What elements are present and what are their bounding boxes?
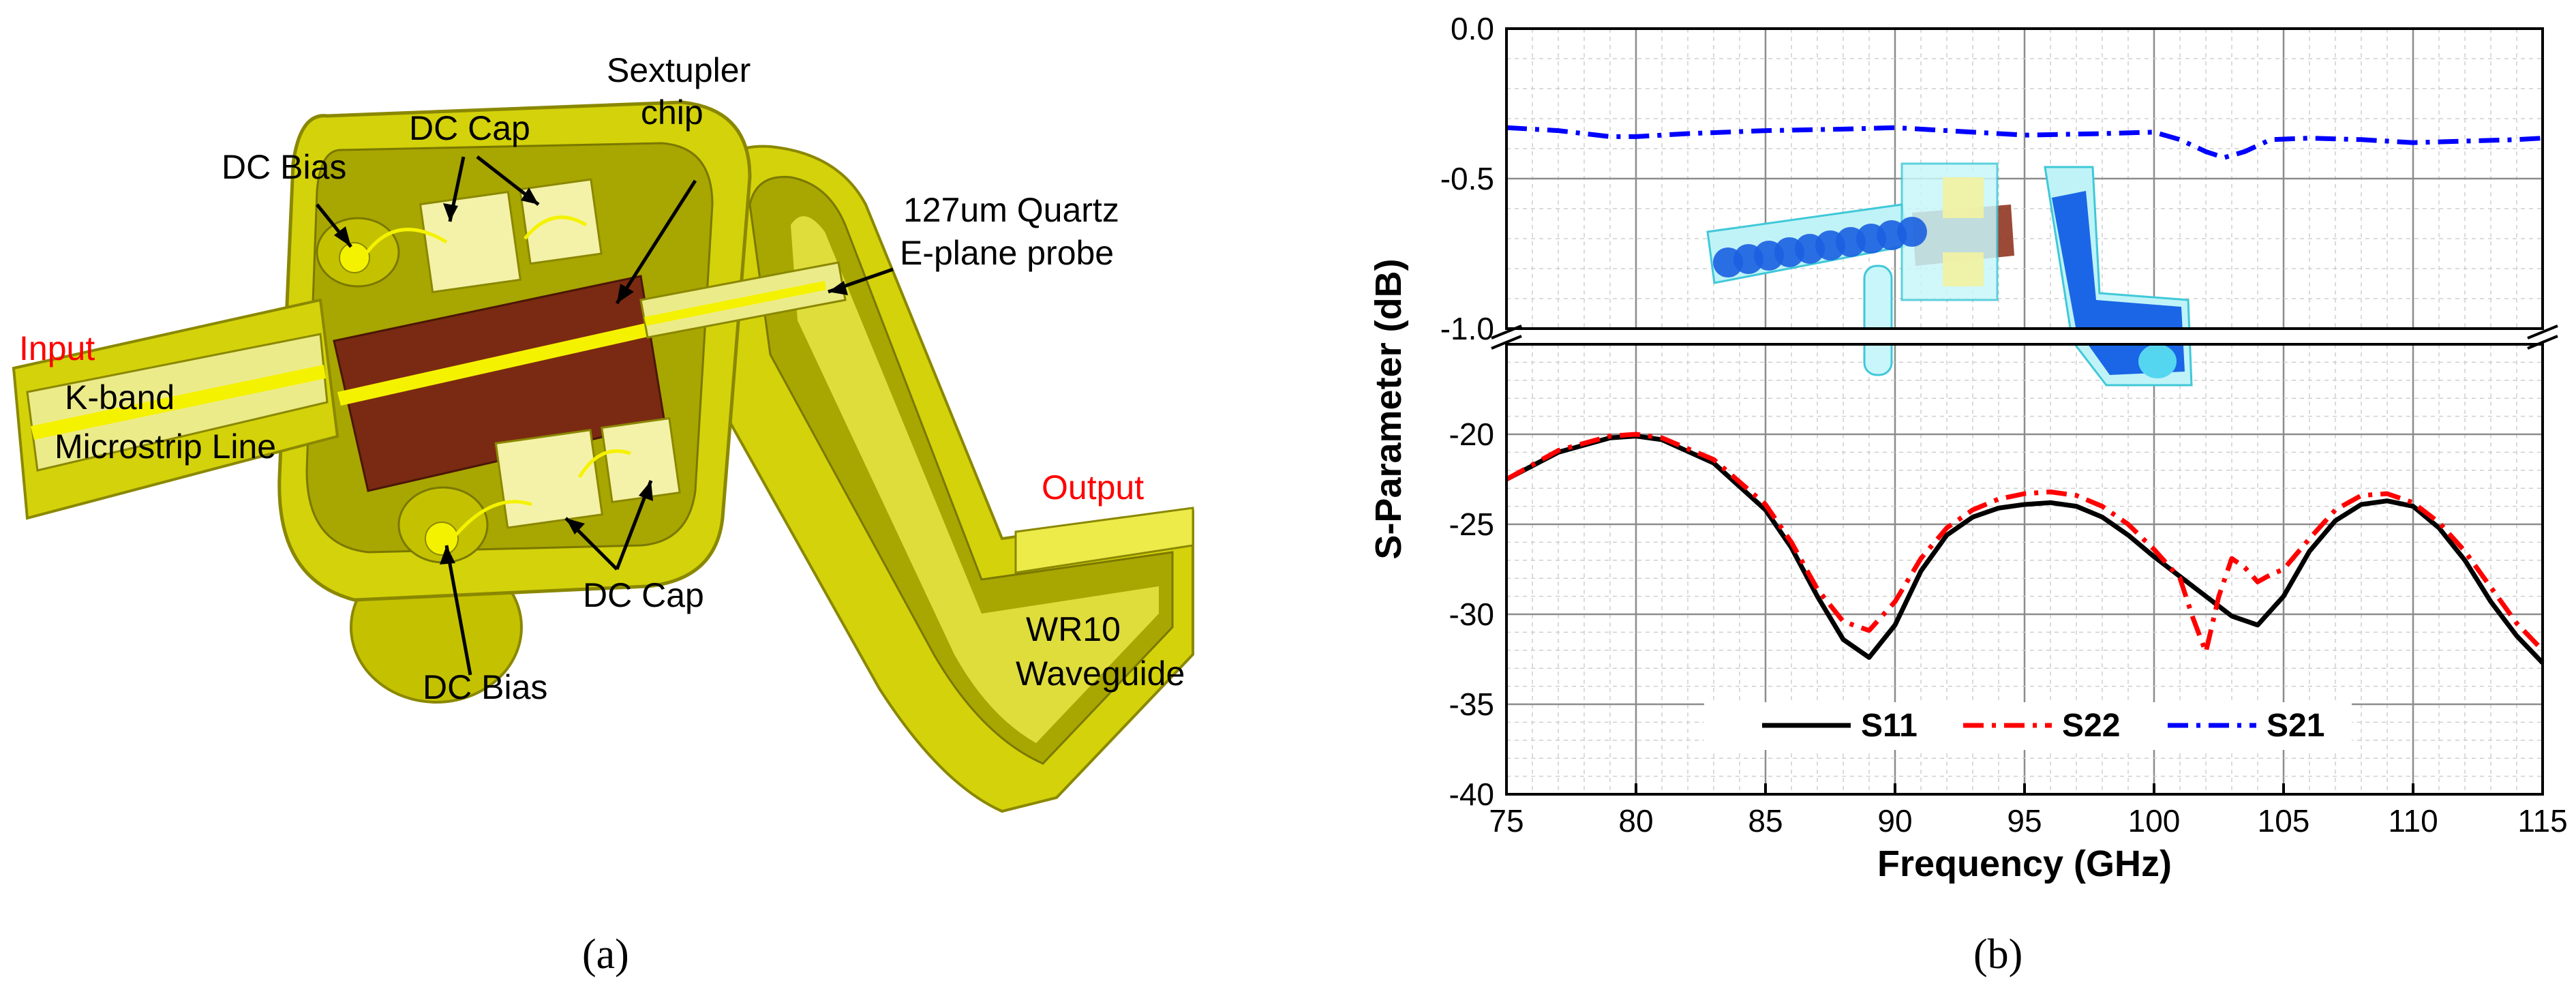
caption-b: (b) [1973,931,2022,978]
caption-a: (a) [582,931,629,978]
dc-bias-top-pin [339,242,370,273]
y-tick-label: -0.5 [1440,161,1494,196]
x-tick-label: 95 [2007,803,2042,839]
inset-sphere [1897,217,1927,247]
ticks-layer: 75 80 85 90 95 100 105 110 115 0.0 -0.5 -1.0 -20 -25 -… [1440,11,2568,839]
label-dc-cap-bottom: DC Cap [583,576,704,614]
series-layer [1505,125,2545,665]
label-dc-bias-bottom: DC Bias [423,668,547,706]
legend: S11 S22 S21 [1704,702,2352,750]
label-dc-bias-top: DC Bias [222,148,346,186]
y-tick-label: -25 [1449,507,1494,542]
y-tick-label: -1.0 [1440,311,1494,346]
waveguide-end-flange [1014,507,1194,574]
y-tick-label: 0.0 [1451,11,1494,46]
x-tick-label: 85 [1748,803,1783,839]
axis-break-mark [2527,335,2558,350]
axes-layer [1479,27,2570,796]
dc-bias-bottom-pin [425,522,459,556]
arrow-heads [334,187,848,564]
x-tick-label: 80 [1618,803,1653,839]
x-tick-label: 115 [2517,803,2567,839]
bond-wire [577,449,631,479]
legend-label-s22: S22 [2062,708,2120,744]
y-tick-label: -40 [1449,777,1494,812]
label-kband: K-band [65,378,175,417]
axis-break-mark [1491,335,1522,350]
x-tick-label: 90 [1877,803,1912,839]
legend-label-s11: S11 [1861,708,1918,744]
x-tick-label: 75 [1489,803,1524,839]
inset-port [2138,344,2177,378]
panel-b-chart: 75 80 85 90 95 100 105 110 115 0.0 -0.5 -1.0 -20 -25 -… [1368,11,2570,978]
axis-break-gap [1479,330,2570,343]
y-tick-label: -20 [1449,417,1494,452]
label-chip: chip [641,93,703,132]
x-tick-label: 105 [2258,803,2310,839]
y-tick-label: -30 [1449,597,1494,632]
bond-wire [363,228,448,257]
label-quartz: 127um Quartz [903,191,1119,229]
series-line-s22 [1505,432,2545,654]
inset-cap-yellow [1943,177,1984,218]
panel-a-3d-model: Input Output DC Bias DC Cap Sextupler ch… [12,51,1194,978]
label-dc-cap-top: DC Cap [409,109,530,147]
label-input: Input [19,329,95,367]
inset-field-spheres [1713,217,1927,277]
series-line-s11 [1505,434,2545,665]
axis-break-mark [1491,325,1522,340]
dc-cap-bottom-1 [494,429,604,529]
series-line-s21 [1506,125,2543,160]
wr10-waveguide-floor [791,216,1159,744]
x-axis-label: Frequency (GHz) [1877,843,2172,884]
legend-label-s21: S21 [2267,708,2324,744]
inset-bias-stub [1863,265,1893,376]
plot-border-upper [1505,27,2544,330]
axis-break-mark [2527,325,2558,340]
label-sextupler: Sextupler [607,51,751,89]
x-tick-label: 100 [2128,803,2181,839]
inset-cap-yellow [1943,252,1984,286]
dc-cap-top-1 [419,190,522,294]
y-axis-label: S-Parameter (dB) [1368,258,1409,559]
kband-microstrip-line [31,365,326,440]
dc-cap-bottom-2 [601,417,681,504]
dc-cap-top-2 [519,178,603,265]
probe-line [644,281,826,326]
label-microstrip-line: Microstrip Line [55,427,276,466]
x-tick-label: 110 [2388,803,2438,839]
label-waveguide: Waveguide [1016,654,1185,693]
bond-wire [449,500,532,543]
y-tick-label: -35 [1449,687,1494,722]
label-wr10: WR10 [1026,610,1121,648]
label-e-plane-probe: E-plane probe [900,234,1114,272]
label-output: Output [1042,468,1144,507]
chip-diagonal-line [337,320,660,406]
bond-wire [524,215,588,240]
